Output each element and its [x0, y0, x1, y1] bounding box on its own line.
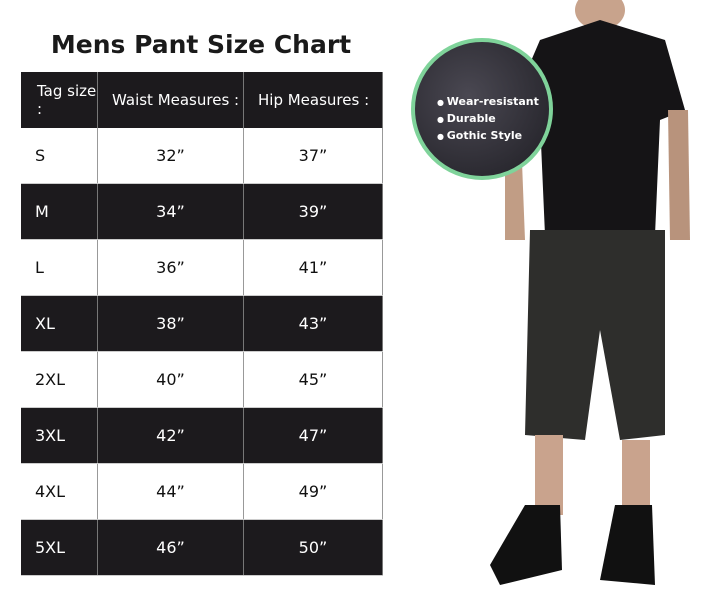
table-row: 3XL 42” 47”	[21, 407, 383, 464]
hip-cell: 41”	[243, 239, 383, 296]
size-cell: M	[21, 183, 98, 240]
hip-cell: 49”	[243, 463, 383, 520]
size-cell: XL	[21, 295, 98, 352]
table-header: Tag size : Waist Measures : Hip Measures…	[21, 72, 383, 128]
size-cell: L	[21, 239, 98, 296]
size-cell: 2XL	[21, 351, 98, 408]
header-tag-size: Tag size :	[21, 72, 98, 128]
model-photo	[440, 0, 715, 600]
table-row: S 32” 37”	[21, 128, 383, 184]
feature-item: Wear-resistant	[437, 94, 539, 111]
size-cell: 3XL	[21, 407, 98, 464]
waist-cell: 44”	[97, 463, 244, 520]
hip-cell: 39”	[243, 183, 383, 240]
waist-cell: 32”	[97, 128, 244, 184]
waist-cell: 42”	[97, 407, 244, 464]
features-badge: Wear-resistant Durable Gothic Style	[411, 38, 553, 180]
header-waist: Waist Measures :	[97, 72, 244, 128]
size-cell: S	[21, 128, 98, 184]
waist-cell: 38”	[97, 295, 244, 352]
hip-cell: 43”	[243, 295, 383, 352]
header-hip: Hip Measures :	[243, 72, 383, 128]
table-row: XL 38” 43”	[21, 295, 383, 352]
feature-item: Durable	[437, 111, 539, 128]
waist-cell: 40”	[97, 351, 244, 408]
hip-cell: 37”	[243, 128, 383, 184]
waist-cell: 36”	[97, 239, 244, 296]
size-cell: 5XL	[21, 519, 98, 576]
size-chart-table: Tag size : Waist Measures : Hip Measures…	[21, 72, 383, 576]
size-cell: 4XL	[21, 463, 98, 520]
feature-item: Gothic Style	[437, 128, 539, 145]
table-row: 4XL 44” 49”	[21, 463, 383, 520]
table-row: 5XL 46” 50”	[21, 519, 383, 576]
table-row: L 36” 41”	[21, 239, 383, 296]
table-row: 2XL 40” 45”	[21, 351, 383, 408]
hip-cell: 47”	[243, 407, 383, 464]
table-row: M 34” 39”	[21, 183, 383, 240]
hip-cell: 45”	[243, 351, 383, 408]
chart-title: Mens Pant Size Chart	[50, 30, 352, 59]
waist-cell: 46”	[97, 519, 244, 576]
hip-cell: 50”	[243, 519, 383, 576]
waist-cell: 34”	[97, 183, 244, 240]
